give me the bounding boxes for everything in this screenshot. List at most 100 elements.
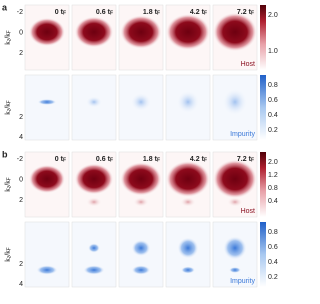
time-value: 0.6	[96, 156, 106, 163]
y-axis-label-part: /k	[5, 103, 12, 109]
time-unit: t	[249, 9, 252, 16]
y-axis-label-part: /k	[5, 180, 12, 186]
host-secondary-blob	[180, 197, 196, 207]
time-unit-sub: F	[251, 11, 254, 17]
impurity-blob	[176, 90, 200, 114]
host-blob	[28, 17, 66, 47]
time-value: 7.2	[237, 156, 247, 163]
host-secondary-blob	[227, 197, 243, 207]
colorbar-tick-label: 0.4	[268, 198, 278, 205]
y-axis-label-part: F	[7, 247, 13, 250]
time-unit-sub: F	[63, 11, 66, 17]
y-tick-label: 0	[19, 176, 23, 183]
y-axis-label: kz/kF	[5, 30, 13, 45]
colorbar-tick-label: 0.8	[268, 185, 278, 192]
y-tick-label: 2	[19, 114, 23, 121]
y-axis-label-part: F	[7, 177, 13, 180]
colorbar-tick-label: 0.4	[268, 259, 278, 266]
time-label: 0 tF	[55, 156, 66, 164]
colorbar-tick-label: 1.2	[268, 172, 278, 179]
colorbar-tick-label: 0.2	[268, 274, 278, 281]
y-axis-label-part: z	[7, 38, 13, 41]
time-unit-sub: F	[157, 11, 160, 17]
time-label: 1.8 tF	[143, 156, 160, 164]
colorbar-tick-label: 2.0	[268, 12, 278, 19]
time-value: 1.8	[143, 156, 153, 163]
host-blob	[28, 164, 66, 194]
host-blob	[212, 12, 258, 52]
y-axis-label-part: k	[5, 188, 12, 192]
host-blob	[74, 163, 114, 195]
time-value: 0.6	[96, 9, 106, 16]
time-label: 1.8 tF	[143, 9, 160, 17]
time-label: 7.2 tF	[237, 156, 254, 164]
host-blob	[165, 13, 211, 51]
colorbar-tick-label: 0.6	[268, 97, 278, 104]
y-axis-label-part: z	[7, 255, 13, 258]
time-value: 7.2	[237, 9, 247, 16]
impurity-blob	[83, 265, 105, 275]
impurity-blob	[223, 236, 247, 260]
panel-label: a	[2, 2, 8, 12]
time-unit-sub: F	[204, 11, 207, 17]
host-colorbar	[260, 152, 266, 217]
time-unit: t	[108, 156, 111, 163]
time-value: 4.2	[190, 156, 200, 163]
time-unit-sub: F	[251, 158, 254, 164]
y-axis-label-part: k	[5, 111, 12, 115]
impurity-blob	[131, 265, 151, 275]
time-label: 0.6 tF	[96, 9, 113, 17]
y-axis-label: kz/kF	[5, 100, 13, 115]
impurity-blob	[229, 267, 241, 273]
impurity-label: Impurity	[230, 131, 255, 138]
colorbar-tick-label: 0.6	[268, 244, 278, 251]
y-tick-label: 4	[19, 134, 23, 141]
time-unit: t	[61, 156, 64, 163]
impurity-blob	[130, 92, 152, 112]
y-tick-label: -2	[17, 9, 23, 16]
time-value: 0	[55, 156, 59, 163]
y-axis-label: kz/kF	[5, 247, 13, 262]
colorbar-tick-label: 1.0	[268, 48, 278, 55]
impurity-blob	[131, 239, 151, 257]
time-unit: t	[155, 9, 158, 16]
host-secondary-blob	[86, 197, 102, 207]
impurity-panel	[24, 221, 70, 288]
colorbar-tick-label: 0.8	[268, 82, 278, 89]
time-unit-sub: F	[157, 158, 160, 164]
time-unit-sub: F	[204, 158, 207, 164]
impurity-label: Impurity	[230, 278, 255, 285]
colorbar-tick-label: 0.8	[268, 229, 278, 236]
y-tick-label: 2	[19, 261, 23, 268]
impurity-blob	[85, 96, 103, 108]
y-tick-label: -2	[17, 156, 23, 163]
time-unit: t	[155, 156, 158, 163]
host-blob	[165, 160, 211, 198]
y-axis-label-part: /k	[5, 250, 12, 256]
host-blob	[120, 162, 162, 196]
time-unit: t	[108, 9, 111, 16]
y-axis-label: kz/kF	[5, 177, 13, 192]
y-axis-label-part: F	[7, 30, 13, 33]
time-value: 0	[55, 9, 59, 16]
time-value: 1.8	[143, 9, 153, 16]
impurity-colorbar	[260, 75, 266, 140]
time-unit-sub: F	[110, 11, 113, 17]
time-unit: t	[249, 156, 252, 163]
impurity-blob	[180, 266, 196, 274]
y-axis-label-part: k	[5, 41, 12, 45]
time-unit-sub: F	[110, 158, 113, 164]
panel-label: b	[2, 149, 8, 159]
colorbar-tick-label: 2.0	[268, 159, 278, 166]
y-axis-label-part: F	[7, 100, 13, 103]
time-label: 0 tF	[55, 9, 66, 17]
time-label: 4.2 tF	[190, 156, 207, 164]
time-label: 4.2 tF	[190, 9, 207, 17]
impurity-blob	[177, 237, 199, 259]
y-axis-label-part: /k	[5, 33, 12, 39]
y-tick-label: 2	[19, 50, 23, 57]
y-axis-label-part: k	[5, 258, 12, 262]
y-axis-label-part: z	[7, 108, 13, 111]
impurity-colorbar	[260, 222, 266, 287]
